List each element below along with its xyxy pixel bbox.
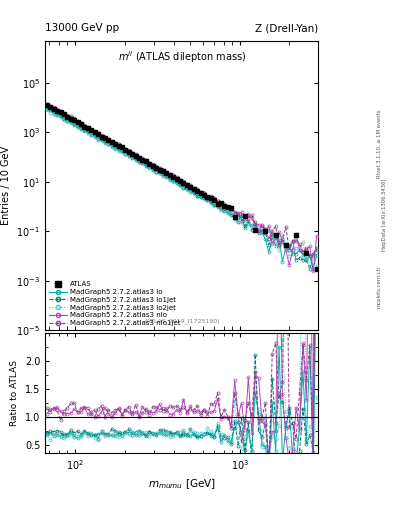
Y-axis label: Ratio to ATLAS: Ratio to ATLAS	[10, 360, 19, 426]
Text: 13000 GeV pp: 13000 GeV pp	[45, 23, 119, 33]
Text: $m^{ll}$ (ATLAS dilepton mass): $m^{ll}$ (ATLAS dilepton mass)	[118, 50, 246, 66]
Text: Z (Drell-Yan): Z (Drell-Yan)	[255, 23, 318, 33]
X-axis label: $m_{mumu}$ [GeV]: $m_{mumu}$ [GeV]	[148, 477, 216, 491]
Text: (ATLAS_2019_I1725190): (ATLAS_2019_I1725190)	[144, 319, 220, 325]
Text: mcplots.cern.ch: mcplots.cern.ch	[377, 266, 382, 308]
Y-axis label: Entries / 10 GeV: Entries / 10 GeV	[1, 146, 11, 225]
Legend: ATLAS, MadGraph5 2.7.2.atlas3 lo, MadGraph5 2.7.2.atlas3 lo1jet, MadGraph5 2.7.2: ATLAS, MadGraph5 2.7.2.atlas3 lo, MadGra…	[49, 281, 181, 327]
Text: HepData [arXiv:1306.3436]: HepData [arXiv:1306.3436]	[382, 179, 387, 251]
Text: Rivet 3.1.10, ≥ 1M events: Rivet 3.1.10, ≥ 1M events	[377, 109, 382, 178]
